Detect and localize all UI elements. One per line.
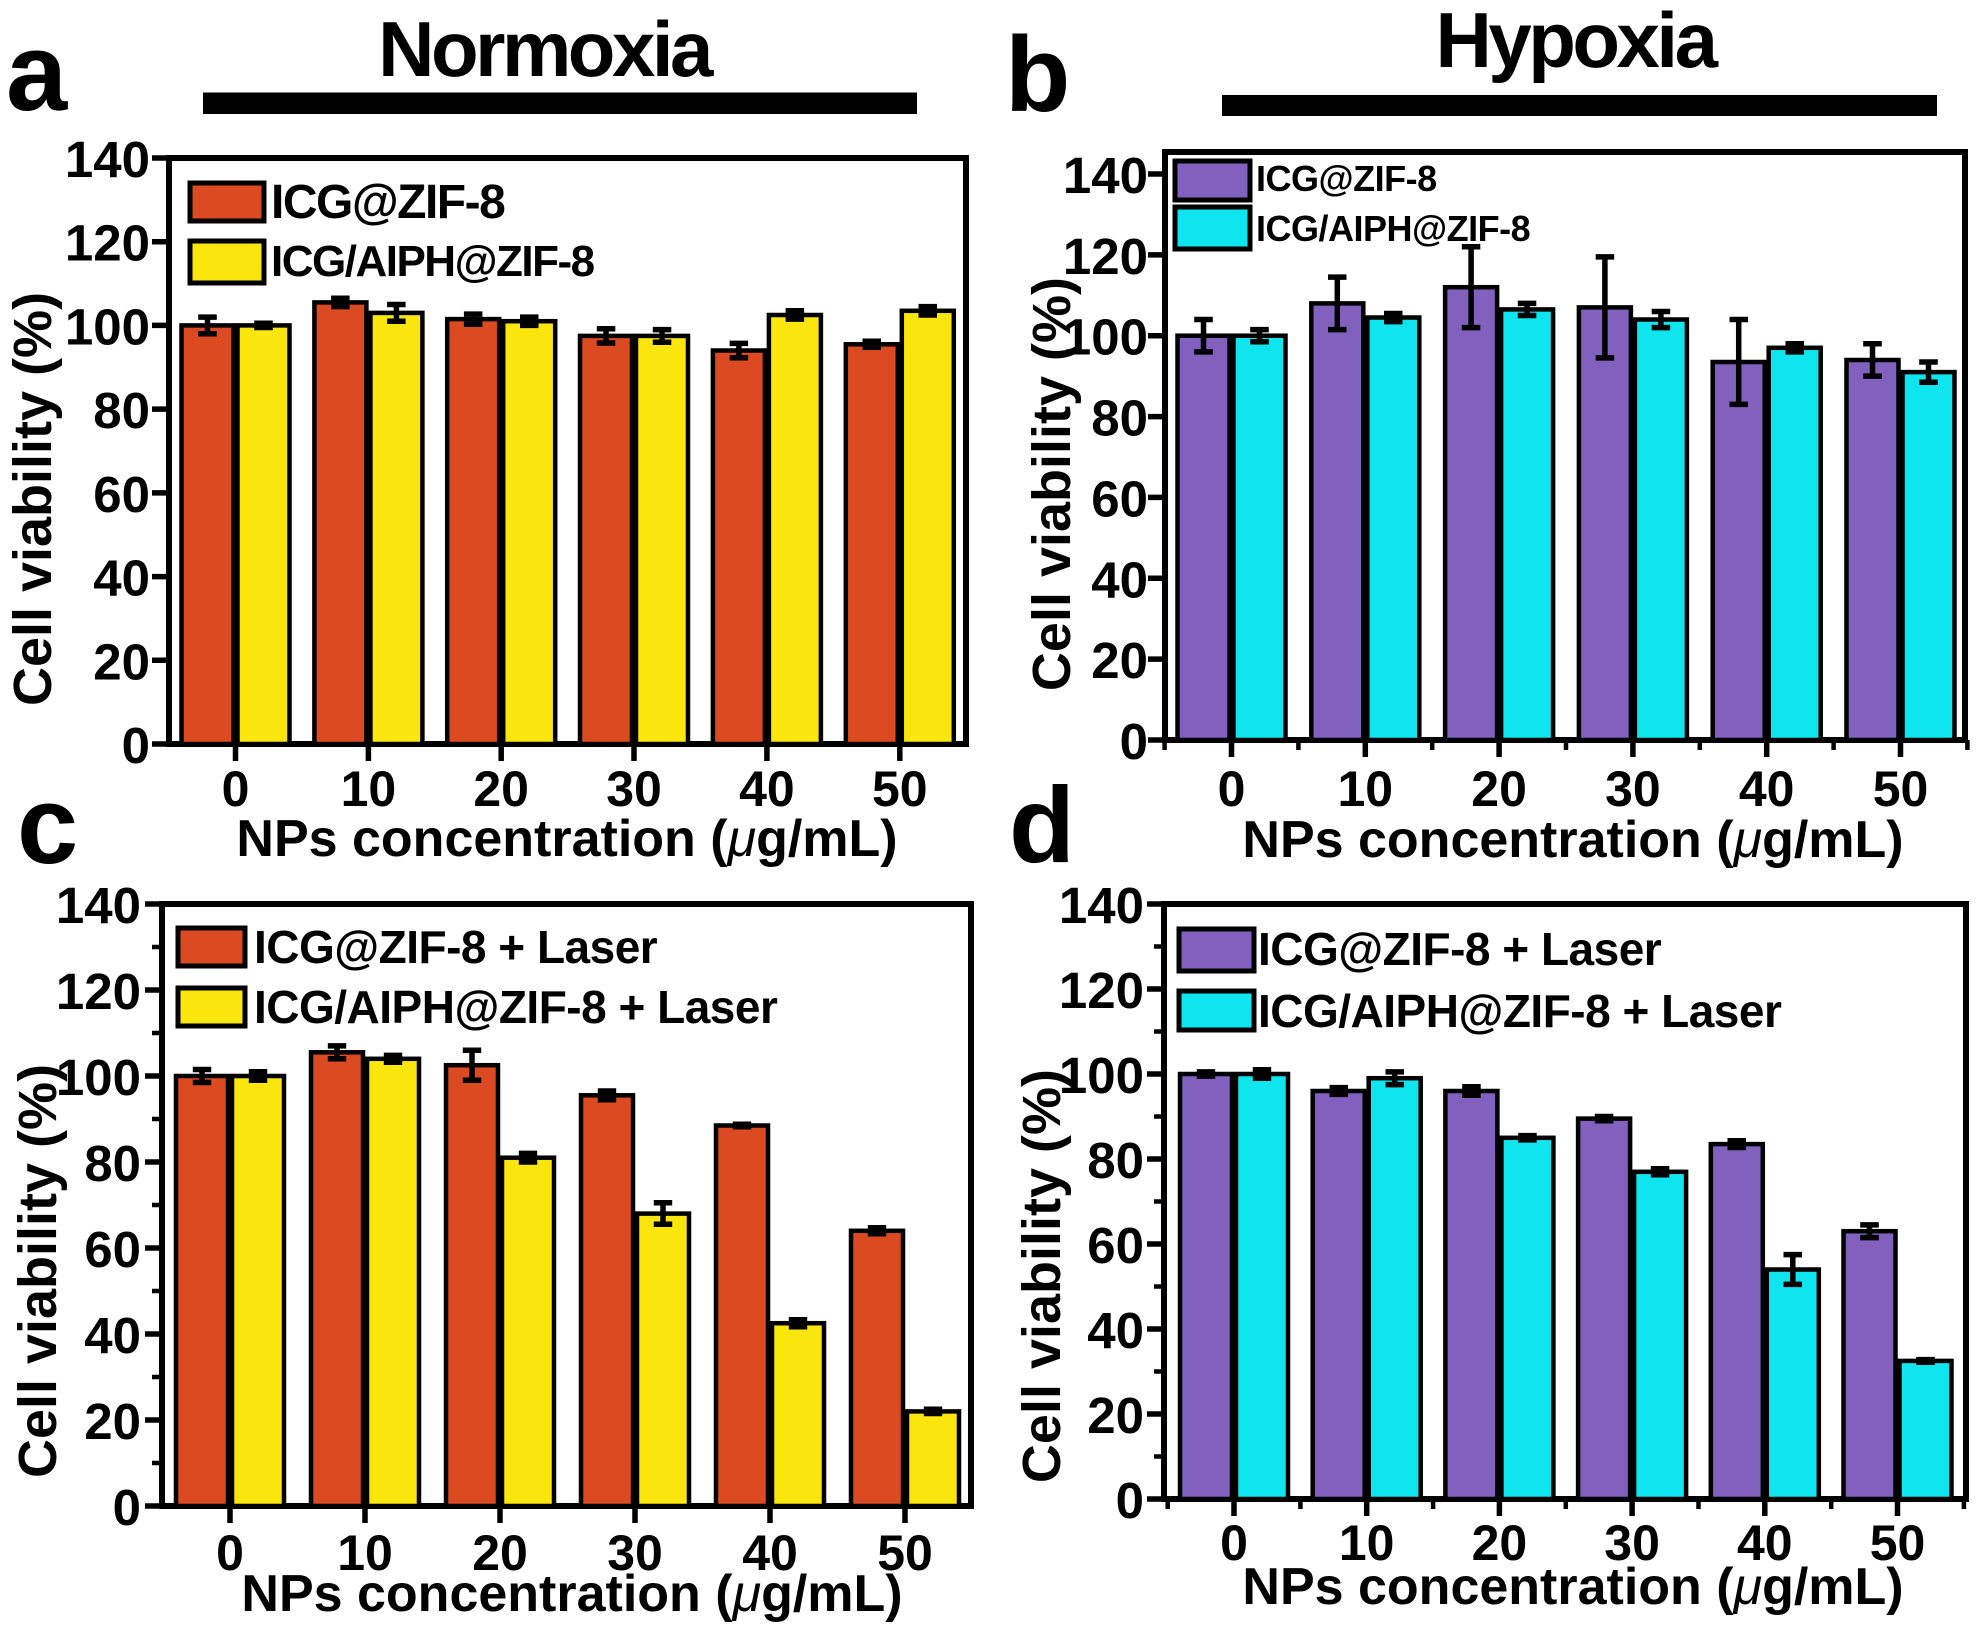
- svg-text:20: 20: [1471, 761, 1527, 817]
- svg-text:100: 100: [1059, 1047, 1144, 1104]
- svg-text:0: 0: [1120, 713, 1148, 770]
- svg-text:ICG/AIPH@ZIF-8 + Laser: ICG/AIPH@ZIF-8 + Laser: [254, 981, 778, 1033]
- svg-text:50: 50: [872, 761, 928, 817]
- svg-text:NPs concentration (μg/mL): NPs concentration (μg/mL): [236, 810, 897, 868]
- svg-text:40: 40: [739, 761, 795, 817]
- svg-text:ICG/AIPH@ZIF-8 + Laser: ICG/AIPH@ZIF-8 + Laser: [1258, 985, 1782, 1037]
- svg-text:Cell viability (%): Cell viability (%): [1022, 277, 1082, 691]
- svg-text:0: 0: [216, 1525, 244, 1581]
- svg-text:Hypoxia: Hypoxia: [1436, 0, 1719, 84]
- svg-text:140: 140: [1059, 877, 1144, 934]
- svg-text:10: 10: [1337, 761, 1393, 817]
- svg-text:ICG@ZIF-8 + Laser: ICG@ZIF-8 + Laser: [254, 921, 658, 973]
- svg-text:30: 30: [607, 1525, 663, 1581]
- svg-text:b: b: [1005, 14, 1070, 134]
- svg-text:20: 20: [472, 1525, 528, 1581]
- svg-text:80: 80: [93, 382, 150, 439]
- svg-text:100: 100: [56, 1049, 141, 1106]
- svg-text:20: 20: [473, 761, 529, 817]
- svg-text:40: 40: [84, 1307, 141, 1364]
- svg-text:140: 140: [65, 131, 150, 188]
- svg-text:140: 140: [1063, 147, 1148, 204]
- svg-text:60: 60: [1091, 470, 1148, 527]
- svg-text:10: 10: [341, 761, 397, 817]
- svg-text:Cell viability (%): Cell viability (%): [1012, 1069, 1072, 1483]
- svg-text:40: 40: [1739, 761, 1795, 817]
- svg-text:60: 60: [1087, 1217, 1144, 1274]
- svg-text:ICG/AIPH@ZIF-8: ICG/AIPH@ZIF-8: [1256, 208, 1530, 249]
- svg-text:ICG@ZIF-8: ICG@ZIF-8: [1256, 158, 1437, 199]
- svg-text:40: 40: [93, 550, 150, 607]
- svg-text:0: 0: [1218, 761, 1246, 817]
- svg-text:20: 20: [93, 633, 150, 690]
- svg-text:20: 20: [1091, 632, 1148, 689]
- svg-text:NPs concentration (μg/mL): NPs concentration (μg/mL): [1242, 1558, 1903, 1616]
- svg-text:Cell viability (%): Cell viability (%): [8, 1064, 68, 1478]
- svg-text:0: 0: [1220, 1515, 1248, 1571]
- svg-text:c: c: [17, 764, 78, 887]
- svg-text:Cell viability (%): Cell viability (%): [3, 292, 63, 706]
- svg-text:60: 60: [93, 466, 150, 523]
- svg-text:Normoxia: Normoxia: [378, 5, 714, 93]
- svg-text:NPs concentration (μg/mL): NPs concentration (μg/mL): [1242, 811, 1903, 869]
- svg-text:ICG@ZIF-8 + Laser: ICG@ZIF-8 + Laser: [1258, 923, 1662, 975]
- svg-text:20: 20: [1472, 1515, 1528, 1571]
- svg-text:a: a: [6, 11, 68, 134]
- svg-text:0: 0: [122, 717, 150, 774]
- svg-text:ICG@ZIF-8: ICG@ZIF-8: [271, 176, 505, 229]
- svg-text:0: 0: [113, 1479, 141, 1536]
- svg-text:30: 30: [606, 761, 662, 817]
- svg-text:120: 120: [65, 215, 150, 272]
- svg-text:120: 120: [1059, 962, 1144, 1019]
- svg-text:20: 20: [1087, 1387, 1144, 1444]
- svg-text:10: 10: [1339, 1515, 1395, 1571]
- svg-text:50: 50: [1873, 761, 1929, 817]
- svg-text:120: 120: [1063, 228, 1148, 285]
- svg-text:80: 80: [1091, 390, 1148, 447]
- svg-text:0: 0: [1116, 1472, 1144, 1529]
- svg-text:40: 40: [1737, 1515, 1793, 1571]
- svg-text:50: 50: [1870, 1515, 1926, 1571]
- svg-text:60: 60: [84, 1221, 141, 1278]
- svg-text:10: 10: [337, 1525, 393, 1581]
- svg-text:80: 80: [84, 1135, 141, 1192]
- svg-text:30: 30: [1605, 761, 1661, 817]
- svg-text:40: 40: [1087, 1302, 1144, 1359]
- svg-text:ICG/AIPH@ZIF-8: ICG/AIPH@ZIF-8: [271, 237, 595, 286]
- svg-text:120: 120: [56, 963, 141, 1020]
- svg-text:140: 140: [56, 877, 141, 934]
- svg-text:80: 80: [1087, 1132, 1144, 1189]
- svg-text:20: 20: [84, 1393, 141, 1450]
- svg-text:100: 100: [1063, 309, 1148, 366]
- svg-text:100: 100: [65, 298, 150, 355]
- svg-text:0: 0: [222, 761, 250, 817]
- svg-text:d: d: [1009, 764, 1075, 885]
- svg-text:40: 40: [1091, 551, 1148, 608]
- svg-text:NPs concentration (μg/mL): NPs concentration (μg/mL): [241, 1565, 902, 1623]
- svg-text:30: 30: [1604, 1515, 1660, 1571]
- svg-text:50: 50: [877, 1525, 933, 1581]
- svg-text:40: 40: [742, 1525, 798, 1581]
